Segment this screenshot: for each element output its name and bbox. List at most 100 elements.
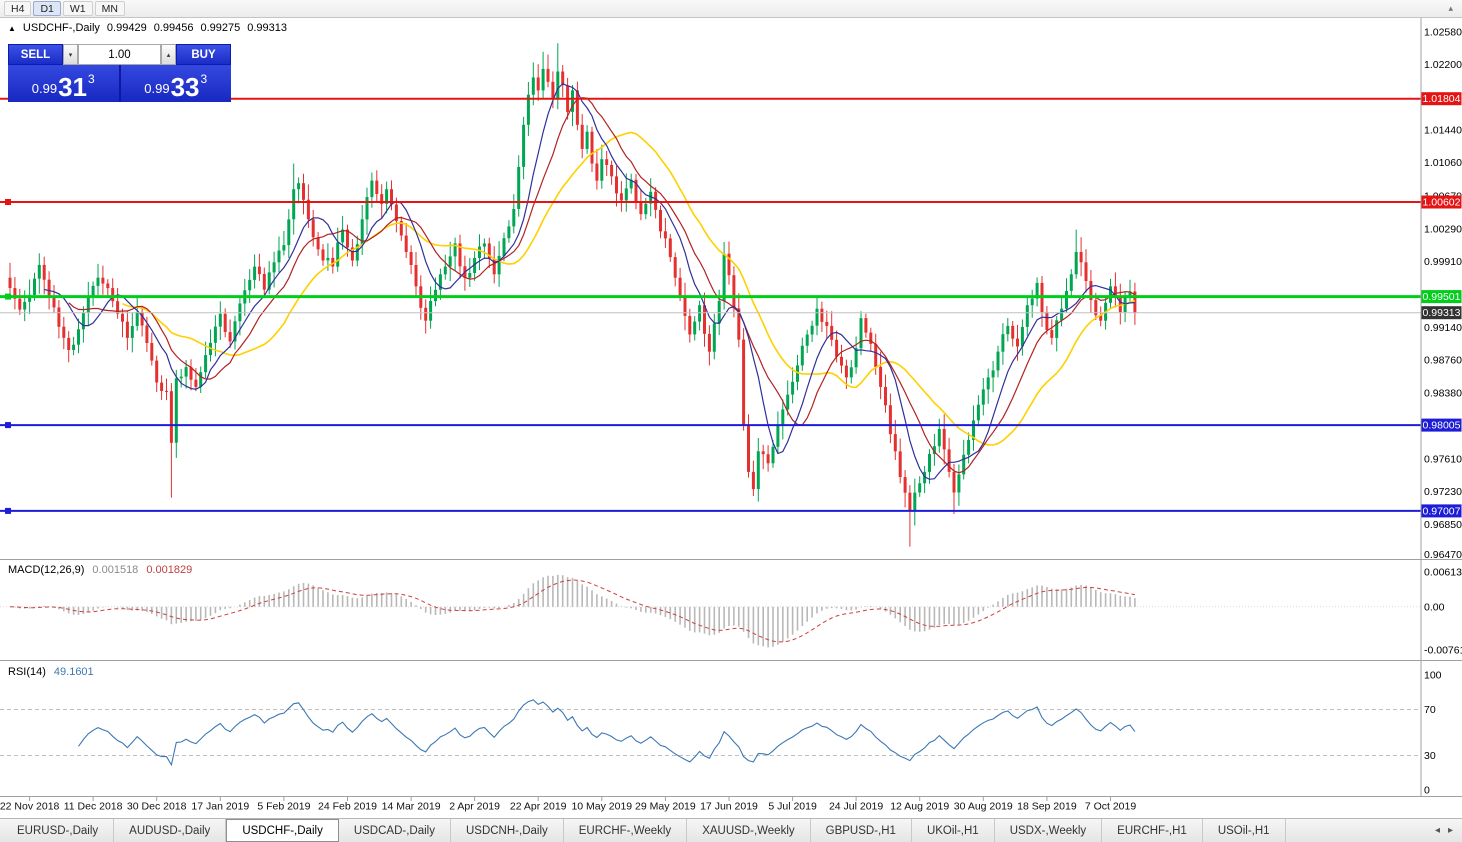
timeframe-toolbar: H4 D1 W1 MN ▴	[0, 0, 1462, 18]
chart-tab-eurchf-weekly[interactable]: EURCHF-,Weekly	[564, 819, 688, 842]
svg-text:0.98380: 0.98380	[1424, 387, 1462, 399]
svg-text:1.02580: 1.02580	[1424, 27, 1462, 39]
svg-text:1.00602: 1.00602	[1423, 197, 1461, 209]
svg-text:0.97007: 0.97007	[1423, 505, 1461, 517]
svg-text:22 Apr 2019: 22 Apr 2019	[510, 801, 567, 813]
svg-text:2 Apr 2019: 2 Apr 2019	[449, 801, 500, 813]
ohlc-low: 0.99275	[200, 22, 241, 34]
current-price-badge	[1421, 306, 1462, 320]
svg-text:17 Jun 2019: 17 Jun 2019	[700, 801, 758, 813]
chart-tab-usoil-h1[interactable]: USOil-,H1	[1203, 819, 1286, 842]
rsi-line	[78, 699, 1136, 767]
chart-tab-ukoil-h1[interactable]: UKOil-,H1	[912, 819, 995, 842]
chart-tabs-bar: EURUSD-,Daily AUDUSD-,Daily USDCHF-,Daily U…	[0, 818, 1462, 842]
buy-price-display[interactable]: 0.99 33 3	[120, 65, 231, 103]
timeframe-button-mn[interactable]: MN	[94, 1, 125, 16]
chart-tab-eurchf-h1[interactable]: EURCHF-,H1	[1102, 819, 1203, 842]
rsi-label: RSI(14)	[8, 666, 46, 678]
chart-tab-xauusd-weekly[interactable]: XAUUSD-,Weekly	[687, 819, 811, 842]
chart-tab-usdcnh-daily[interactable]: USDCNH-,Daily	[451, 819, 564, 842]
moving-average-line-24	[122, 131, 1136, 446]
price-badge-1.01804	[1421, 92, 1462, 106]
chart-tab-gbpusd-h1[interactable]: GBPUSD-,H1	[811, 819, 912, 842]
svg-text:30: 30	[1424, 750, 1436, 762]
chart-symbol-label: USDCHF-,Daily	[22, 22, 100, 34]
chart-tab-audusd-daily[interactable]: AUDUSD-,Daily	[114, 819, 227, 842]
tab-scroll-controls: ◂ ▸	[1426, 819, 1462, 842]
price-axis-ticks: 1.025801.022001.014401.010601.006701.002…	[1424, 27, 1462, 562]
line-handle-icon[interactable]	[5, 507, 11, 514]
collapse-toolbar-icon[interactable]: ▴	[1448, 3, 1453, 13]
svg-text:0.99910: 0.99910	[1424, 256, 1462, 268]
sell-price-display[interactable]: 0.99 31 3	[8, 65, 119, 102]
price-badge-0.97007	[1421, 504, 1462, 518]
svg-text:24 Jul 2019: 24 Jul 2019	[829, 801, 883, 813]
price-badge-1.00602	[1421, 195, 1462, 209]
svg-text:0.99501: 0.99501	[1423, 291, 1461, 303]
svg-text:22 Nov 2018: 22 Nov 2018	[0, 801, 60, 813]
buy-button[interactable]: BUY	[176, 44, 231, 65]
buy-price-pip: 3	[200, 72, 208, 86]
trade-panel-controls: SELL ▾ ▴ BUY	[8, 44, 231, 65]
symbol-marker-icon: ▲	[8, 23, 16, 33]
svg-text:12 Aug 2019: 12 Aug 2019	[890, 801, 949, 813]
macd-value-main: 0.001518	[92, 564, 139, 576]
tab-scroll-right-icon[interactable]: ▸	[1447, 825, 1453, 836]
svg-text:30 Aug 2019: 30 Aug 2019	[954, 801, 1013, 813]
ohlc-high: 0.99456	[153, 22, 194, 34]
price-chart[interactable]: 1.025801.022001.014401.010601.006701.002…	[0, 18, 1462, 818]
rsi-axis-ticks: 100 70 30 0	[1424, 670, 1442, 797]
svg-text:0: 0	[1424, 785, 1430, 797]
volume-decrease-button[interactable]: ▾	[63, 44, 78, 65]
line-handle-icon[interactable]	[5, 422, 11, 429]
macd-value-signal: 0.001829	[146, 564, 193, 576]
buy-price-big: 33	[170, 72, 200, 103]
chart-background	[0, 18, 1462, 818]
svg-text:24 Feb 2019: 24 Feb 2019	[318, 801, 377, 813]
tab-scroll-left-icon[interactable]: ◂	[1434, 825, 1440, 836]
chart-tab-eurusd-daily[interactable]: EURUSD-,Daily	[2, 819, 115, 842]
chart-tab-usdcad-daily[interactable]: USDCAD-,Daily	[339, 819, 451, 842]
macd-axis-ticks: 0.00613 0.00 -0.00761	[1424, 567, 1462, 657]
timeframe-button-d1[interactable]: D1	[33, 1, 61, 16]
svg-text:29 May 2019: 29 May 2019	[635, 801, 696, 813]
chart-tab-usdx-weekly[interactable]: USDX-,Weekly	[995, 819, 1103, 842]
rsi-header: RSI(14) 49.1601	[8, 666, 94, 678]
line-handle-icon[interactable]	[5, 293, 11, 300]
trade-quotes: 0.99 31 3 0.99 33 3	[8, 65, 231, 102]
rsi-value: 49.1601	[53, 666, 94, 678]
buy-price-prefix: 0.99	[144, 81, 170, 96]
sell-price-pip: 3	[88, 72, 95, 86]
candles-layer	[8, 43, 1137, 547]
macd-label: MACD(12,26,9)	[8, 564, 85, 576]
svg-text:70: 70	[1424, 704, 1436, 716]
chart-window: 1.025801.022001.014401.010601.006701.002…	[0, 18, 1462, 818]
line-handle-icon[interactable]	[5, 199, 11, 205]
timeframe-button-w1[interactable]: W1	[62, 1, 93, 16]
svg-text:-0.00761: -0.00761	[1424, 645, 1462, 657]
svg-text:5 Feb 2019: 5 Feb 2019	[257, 801, 310, 813]
svg-text:17 Jan 2019: 17 Jan 2019	[191, 801, 249, 813]
volume-input[interactable]	[78, 44, 161, 65]
svg-text:1.01060: 1.01060	[1424, 157, 1462, 169]
svg-text:0.99313: 0.99313	[1423, 307, 1461, 319]
svg-text:1.02200: 1.02200	[1424, 59, 1462, 71]
svg-text:0.96850: 0.96850	[1424, 519, 1462, 531]
macd-header: MACD(12,26,9) 0.001518 0.001829	[8, 564, 192, 576]
sell-price-prefix: 0.99	[31, 81, 58, 96]
volume-increase-button[interactable]: ▴	[161, 44, 176, 65]
svg-text:1.00290: 1.00290	[1424, 223, 1462, 235]
chart-tabs: EURUSD-,Daily AUDUSD-,Daily USDCHF-,Daily U…	[2, 819, 1286, 842]
chart-tab-usdchf-daily[interactable]: USDCHF-,Daily	[226, 819, 339, 842]
sell-button[interactable]: SELL	[8, 44, 63, 65]
svg-text:10 May 2019: 10 May 2019	[571, 801, 632, 813]
svg-text:0.00613: 0.00613	[1424, 567, 1462, 579]
svg-text:0.99140: 0.99140	[1424, 322, 1462, 334]
svg-text:0.00: 0.00	[1424, 601, 1445, 613]
svg-text:18 Sep 2019: 18 Sep 2019	[1017, 801, 1077, 813]
date-axis: 22 Nov 2018 11 Dec 2018 30 Dec 2018 17 Jan …	[0, 796, 1136, 813]
timeframe-buttons: H4 D1 W1 MN	[4, 1, 125, 16]
timeframe-button-h4[interactable]: H4	[4, 1, 32, 16]
svg-text:0.97230: 0.97230	[1424, 486, 1462, 498]
